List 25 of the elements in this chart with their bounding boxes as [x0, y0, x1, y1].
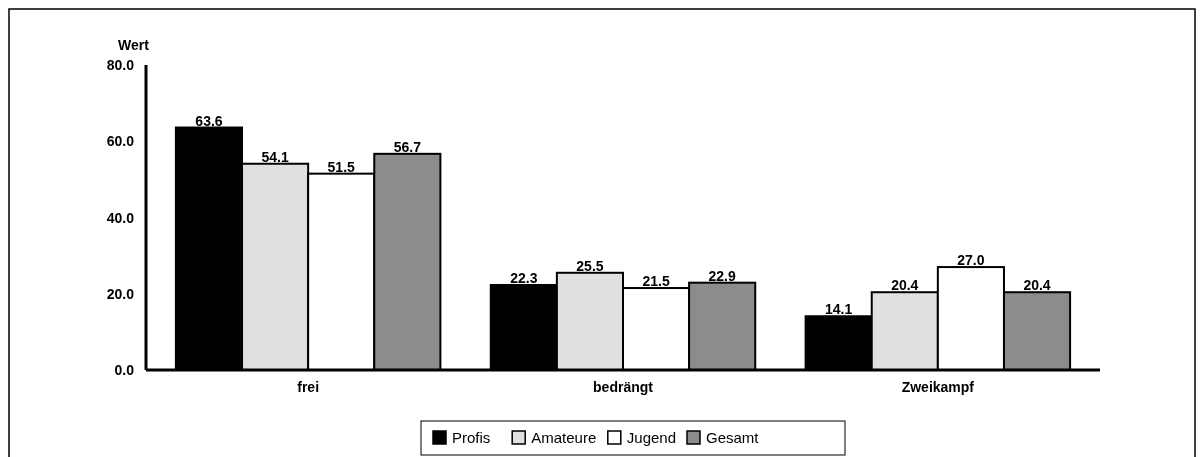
y-tick-label: 20.0	[106, 285, 135, 302]
data-label: 20.4	[1023, 277, 1051, 294]
data-label: 25.5	[576, 257, 604, 274]
x-tick-label: frei	[297, 379, 320, 395]
data-label: 22.3	[510, 269, 538, 286]
data-label: 63.6	[195, 112, 223, 129]
legend-label: Gesamt	[706, 429, 760, 446]
legend-label: Jugend	[626, 429, 677, 446]
y-tick-label: 80.0	[106, 57, 135, 73]
y-tick-label: 0.0	[114, 362, 135, 378]
data-label: 22.9	[708, 267, 737, 284]
data-label: 14.1	[825, 301, 853, 318]
data-label: 56.7	[393, 138, 422, 155]
data-label: 27.0	[957, 252, 985, 269]
data-label: 51.5	[327, 158, 356, 175]
y-axis-title: Wert	[118, 37, 150, 53]
x-tick-label: bedrängt	[593, 379, 654, 395]
x-tick-label: Zweikampf	[901, 379, 975, 395]
legend-label: Profis	[452, 429, 491, 446]
data-label: 21.5	[642, 273, 670, 290]
legend-label: Amateure	[531, 429, 597, 446]
y-tick-label: 40.0	[106, 209, 135, 226]
data-label: 54.1	[261, 148, 289, 165]
data-label: 20.4	[891, 277, 919, 294]
y-tick-label: 60.0	[106, 133, 135, 150]
